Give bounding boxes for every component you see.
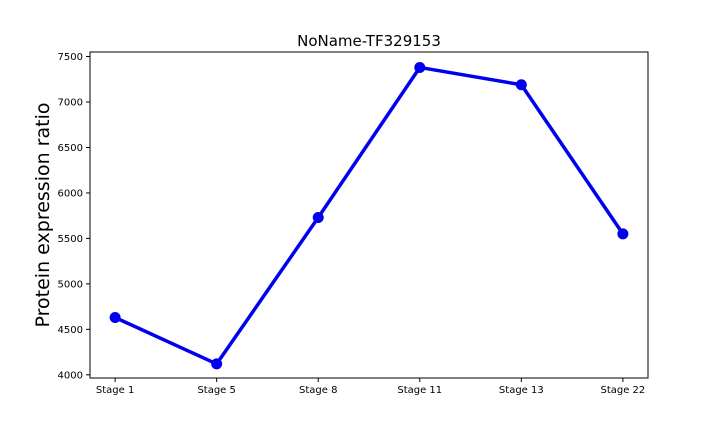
series-line	[113, 65, 625, 366]
data-point	[617, 228, 629, 240]
data-point	[312, 212, 324, 224]
y-axis-label: Protein expression ratio	[32, 103, 54, 328]
y-tick-label: 6000	[58, 188, 83, 199]
y-tick-label: 4500	[58, 325, 83, 336]
plot-area: 4000 4500 5000 5500 6000 6500 7000 7500 Stage 1 S…	[58, 51, 649, 396]
chart-title: NoName-TF329153	[297, 32, 441, 50]
y-tick-label: 5000	[58, 279, 83, 290]
y-tick-label: 6500	[58, 143, 83, 154]
y-tick-label: 7500	[58, 52, 83, 63]
data-point	[414, 61, 426, 73]
y-tick-label: 4000	[58, 370, 83, 381]
x-tick-label: Stage 1	[96, 385, 134, 396]
x-tick-label: Stage 13	[499, 385, 544, 396]
data-point	[109, 312, 121, 324]
x-tick-label: Stage 5	[197, 385, 235, 396]
plot-frame	[89, 51, 649, 379]
data-point	[211, 358, 223, 370]
y-tick-label: 5500	[58, 234, 83, 245]
data-point	[515, 79, 527, 91]
y-tick-label: 7000	[58, 98, 83, 109]
x-tick-label: Stage 11	[397, 385, 442, 396]
x-tick-label: Stage 8	[299, 385, 337, 396]
x-tick-label: Stage 22	[600, 385, 645, 396]
